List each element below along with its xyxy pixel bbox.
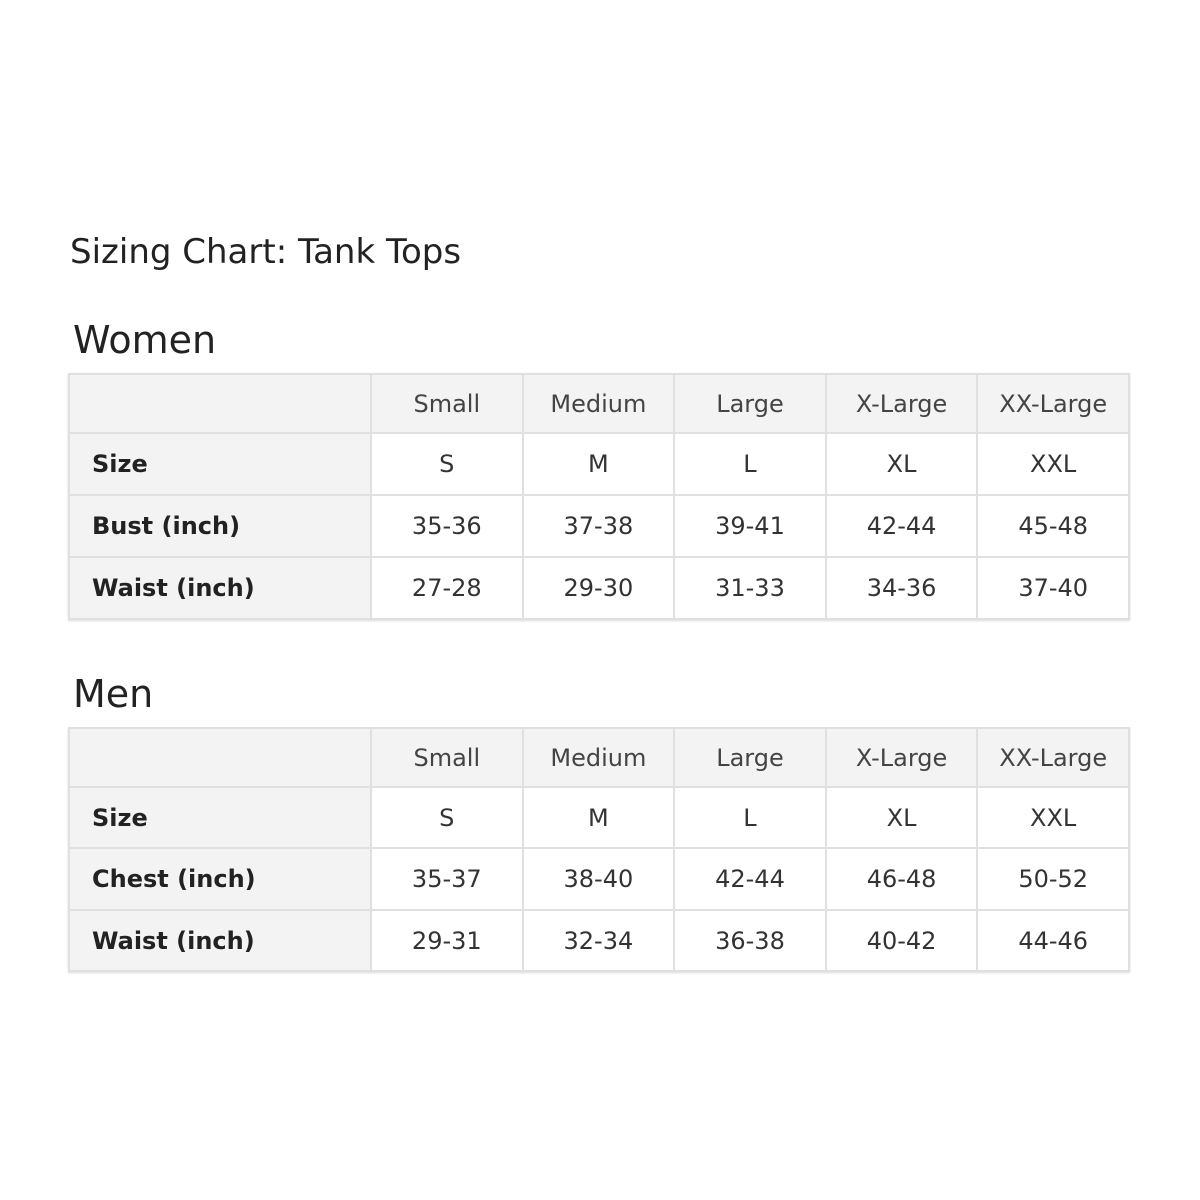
table-cell: M [521,786,676,849]
table-cell: S [370,786,524,849]
table-row: Size S M L XL XXL [68,432,1130,496]
table-cell: 35-36 [370,494,524,558]
table-cell: 46-48 [824,847,979,911]
table-cell: 29-31 [370,909,524,972]
header-cell [68,727,372,788]
header-cell: Small [370,727,524,788]
row-label: Chest (inch) [68,847,372,911]
header-cell: X-Large [824,373,979,434]
header-cell [68,373,372,434]
table-row: Chest (inch) 35-37 38-40 42-44 46-48 50-… [68,847,1130,911]
header-cell: XX-Large [976,373,1130,434]
men-heading: Men [73,672,154,716]
row-label: Bust (inch) [68,494,372,558]
table-row: Bust (inch) 35-36 37-38 39-41 42-44 45-4… [68,494,1130,558]
table-cell: 39-41 [673,494,827,558]
table-cell: 37-40 [976,556,1130,620]
header-cell: Medium [521,727,676,788]
header-cell: Large [673,373,827,434]
table-cell: 42-44 [824,494,979,558]
table-cell: 36-38 [673,909,827,972]
header-cell: Large [673,727,827,788]
table-cell: M [521,432,676,496]
header-cell: Medium [521,373,676,434]
table-cell: 50-52 [976,847,1130,911]
women-size-table: Small Medium Large X-Large XX-Large Size… [68,373,1130,620]
table-cell: 29-30 [521,556,676,620]
table-cell: 42-44 [673,847,827,911]
row-label: Size [68,432,372,496]
table-cell: 45-48 [976,494,1130,558]
table-cell: 44-46 [976,909,1130,972]
table-row: Waist (inch) 29-31 32-34 36-38 40-42 44-… [68,909,1130,972]
table-cell: 34-36 [824,556,979,620]
table-cell: 27-28 [370,556,524,620]
table-cell: 37-38 [521,494,676,558]
table-cell: XXL [976,786,1130,849]
table-cell: 38-40 [521,847,676,911]
table-cell: XL [824,432,979,496]
table-cell: 35-37 [370,847,524,911]
table-cell: L [673,786,827,849]
women-heading: Women [73,318,217,362]
table-cell: XL [824,786,979,849]
table-cell: 40-42 [824,909,979,972]
row-label: Size [68,786,372,849]
table-row: Size S M L XL XXL [68,786,1130,849]
table-row: Waist (inch) 27-28 29-30 31-33 34-36 37-… [68,556,1130,620]
table-cell: L [673,432,827,496]
header-cell: Small [370,373,524,434]
table-cell: S [370,432,524,496]
table-header-row: Small Medium Large X-Large XX-Large [68,727,1130,788]
row-label: Waist (inch) [68,909,372,972]
header-cell: X-Large [824,727,979,788]
table-header-row: Small Medium Large X-Large XX-Large [68,373,1130,434]
page-title: Sizing Chart: Tank Tops [70,232,462,272]
table-cell: 32-34 [521,909,676,972]
table-cell: 31-33 [673,556,827,620]
men-size-table: Small Medium Large X-Large XX-Large Size… [68,727,1130,972]
table-cell: XXL [976,432,1130,496]
row-label: Waist (inch) [68,556,372,620]
header-cell: XX-Large [976,727,1130,788]
